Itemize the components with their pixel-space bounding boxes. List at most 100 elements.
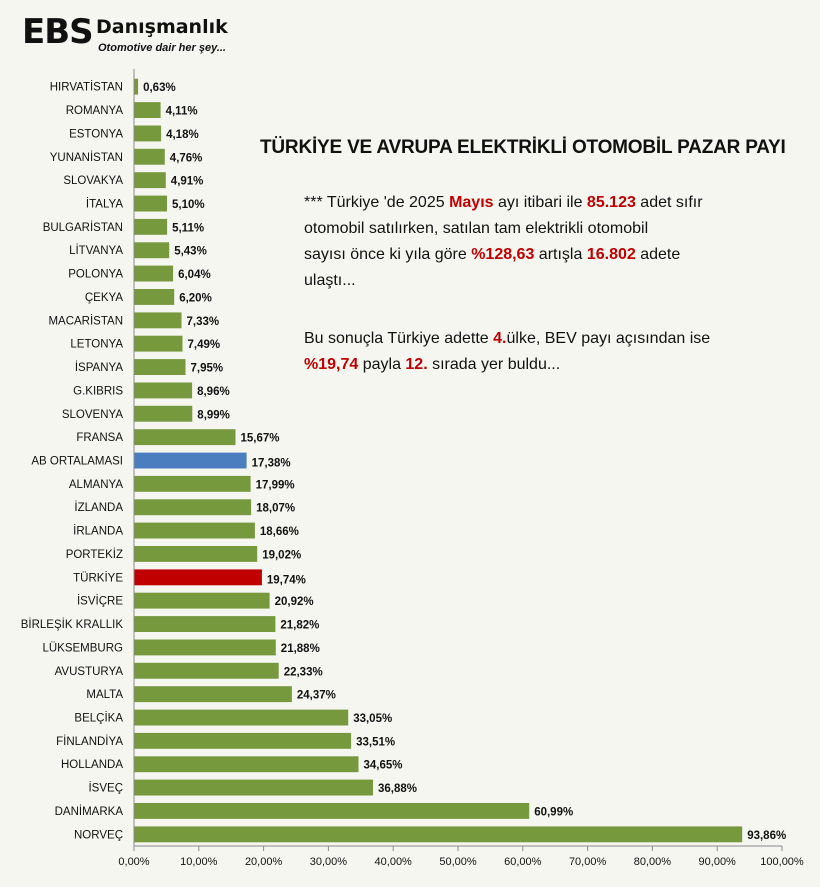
category-label: HOLLANDA <box>61 759 123 771</box>
bar <box>134 475 251 492</box>
category-label: ÇEKYA <box>85 292 123 304</box>
data-label: 34,65% <box>364 760 403 772</box>
bar <box>134 826 743 843</box>
data-label: 21,88% <box>281 643 320 655</box>
x-tick-label: 80,00% <box>634 856 672 868</box>
data-label: 4,91% <box>171 176 204 188</box>
note-line: *** Türkiye 'de 2025 Mayıs ayı itibari i… <box>304 194 703 211</box>
data-label: 18,66% <box>260 526 299 538</box>
bar <box>134 616 276 632</box>
data-label: 17,38% <box>252 458 291 470</box>
bar <box>134 662 279 679</box>
bar <box>134 125 162 142</box>
bar <box>134 148 165 165</box>
data-label: 21,82% <box>280 620 319 632</box>
x-tick-label: 90,00% <box>699 856 737 868</box>
data-label: 60,99% <box>534 807 573 819</box>
note-line: ulaştı... <box>304 272 356 289</box>
bar <box>134 289 175 305</box>
category-label: FRANSA <box>76 432 123 444</box>
data-label: 7,33% <box>187 316 220 328</box>
category-label: TÜRKİYE <box>73 571 123 584</box>
data-label: 6,20% <box>179 293 212 305</box>
note-line: otomobil satılırken, satılan tam elektri… <box>304 220 649 237</box>
data-label: 22,33% <box>284 666 323 678</box>
bar <box>134 592 270 609</box>
category-label: AB ORTALAMASI <box>31 456 123 468</box>
data-label: 6,04% <box>178 269 211 281</box>
category-label: POLONYA <box>68 269 123 281</box>
data-label: 93,86% <box>747 830 786 842</box>
category-label: LÜKSEMBURG <box>42 642 123 654</box>
bar <box>134 756 359 773</box>
data-label: 8,99% <box>197 409 230 421</box>
logo-company-name: Danışmanlık <box>96 16 228 38</box>
data-label: 33,05% <box>353 713 392 725</box>
note-line: Bu sonuçla Türkiye adette 4.ülke, BEV pa… <box>304 330 711 347</box>
logo-brand: EBS <box>22 12 94 52</box>
data-label: 19,74% <box>267 574 306 586</box>
note-paragraph-1: *** Türkiye 'de 2025 Mayıs ayı itibari i… <box>304 190 703 294</box>
logo-slogan: Otomotive dair her şey... <box>98 42 226 54</box>
x-tick-label: 50,00% <box>439 856 477 868</box>
category-label: MALTA <box>86 689 123 701</box>
bar <box>134 195 167 212</box>
bar <box>134 732 352 749</box>
data-label: 24,37% <box>297 690 336 702</box>
category-label: ALMANYA <box>69 479 123 491</box>
note-line: %19,74 payla 12. sırada yer buldu... <box>304 356 561 373</box>
bar <box>134 265 174 282</box>
bar <box>134 172 166 189</box>
data-label: 33,51% <box>356 736 395 748</box>
bar <box>134 546 258 562</box>
category-label: HIRVATİSTAN <box>50 81 123 94</box>
category-label: LETONYA <box>70 339 123 351</box>
x-tick-label: 20,00% <box>245 856 283 868</box>
category-label: İTALYA <box>86 198 123 211</box>
bar <box>134 312 182 329</box>
bar <box>134 499 252 516</box>
bar <box>134 242 170 259</box>
x-tick-label: 30,00% <box>310 856 348 868</box>
category-label: İSVEÇ <box>88 782 123 795</box>
category-label: NORVEÇ <box>74 829 123 841</box>
data-label: 36,88% <box>378 783 417 795</box>
bar <box>134 639 276 656</box>
bar <box>134 779 373 796</box>
bar <box>134 218 168 235</box>
bar <box>134 452 247 469</box>
note-line: sayısı önce ki yıla göre %128,63 artışla… <box>304 246 681 263</box>
category-label: BİRLEŞİK KRALLIK <box>21 618 124 631</box>
bar <box>134 803 530 819</box>
x-tick-label: 10,00% <box>180 856 218 868</box>
data-label: 19,02% <box>262 550 301 562</box>
data-label: 4,18% <box>166 129 199 141</box>
data-label: 5,43% <box>174 246 207 258</box>
bar <box>134 359 186 375</box>
category-label: PORTEKİZ <box>66 548 123 561</box>
x-tick-label: 0,00% <box>118 856 149 868</box>
bar <box>134 102 161 118</box>
category-label: MACARİSTAN <box>48 314 123 327</box>
category-label: ESTONYA <box>69 128 123 140</box>
category-label: SLOVAKYA <box>63 175 123 187</box>
x-tick-label: 70,00% <box>569 856 607 868</box>
data-label: 4,76% <box>170 152 203 164</box>
category-label: BULGARİSTAN <box>43 221 123 234</box>
chart-title: TÜRKİYE VE AVRUPA ELEKTRİKLİ OTOMOBİL PA… <box>260 137 786 158</box>
data-label: 4,11% <box>166 106 198 118</box>
data-label: 18,07% <box>256 503 295 515</box>
category-label: BELÇİKA <box>74 712 123 725</box>
data-label: 20,92% <box>275 596 314 608</box>
category-label: AVUSTURYA <box>55 666 124 678</box>
bar <box>134 78 139 95</box>
category-label: YUNANİSTAN <box>50 151 123 164</box>
data-label: 7,49% <box>188 339 221 351</box>
category-label: İRLANDA <box>73 525 123 538</box>
category-label: İZLANDA <box>74 501 123 514</box>
x-tick-label: 100,00% <box>760 856 804 868</box>
x-tick-label: 40,00% <box>375 856 413 868</box>
bar <box>134 686 292 703</box>
data-label: 17,99% <box>256 479 295 491</box>
